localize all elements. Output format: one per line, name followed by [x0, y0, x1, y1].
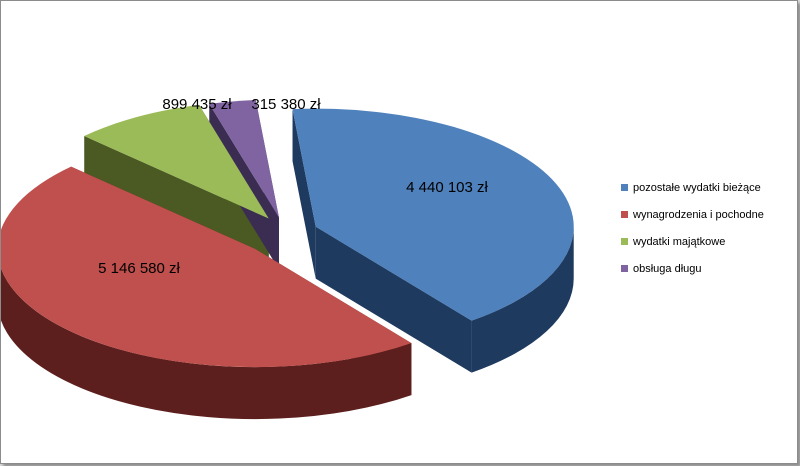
slice-obsluga-dlugu: [209, 99, 279, 218]
legend-swatch-obsluga-dlugu: [621, 265, 628, 272]
slice-pozostale-wydatki-biezace: [292, 108, 574, 321]
legend-label-obsluga-dlugu: obsługa długu: [633, 263, 702, 275]
slice-side-wynagrodzenia-i-pochodne: [1, 268, 412, 420]
data-label-pozostale-wydatki-biezace: 4 440 103 zł: [406, 179, 488, 196]
slice-wynagrodzenia-i-pochodne: [1, 166, 412, 368]
slice-side-pozostale-wydatki-biezace: [471, 226, 574, 373]
legend-swatch-wydatki-majatkowe: [621, 238, 628, 245]
legend-swatch-wynagrodzenia-i-pochodne: [621, 211, 628, 218]
legend-label-pozostale-wydatki-biezace: pozostałe wydatki bieżące: [633, 182, 761, 194]
slice-side-pozostale-wydatki-biezace: [315, 226, 472, 373]
data-label-wydatki-majatkowe: 899 435 zł: [162, 96, 232, 113]
legend-label-wynagrodzenia-i-pochodne: wynagrodzenia i pochodne: [632, 209, 764, 221]
slice-wydatki-majatkowe: [84, 104, 269, 219]
legend-swatch-pozostale-wydatki-biezace: [621, 184, 628, 191]
slice-side-pozostale-wydatki-biezace: [292, 109, 316, 279]
data-label-obsluga-dlugu: 315 380 zł: [251, 96, 321, 113]
legend-label-wydatki-majatkowe: wydatki majątkowe: [632, 236, 725, 248]
data-label-wynagrodzenia-i-pochodne: 5 146 580 zł: [98, 260, 180, 277]
